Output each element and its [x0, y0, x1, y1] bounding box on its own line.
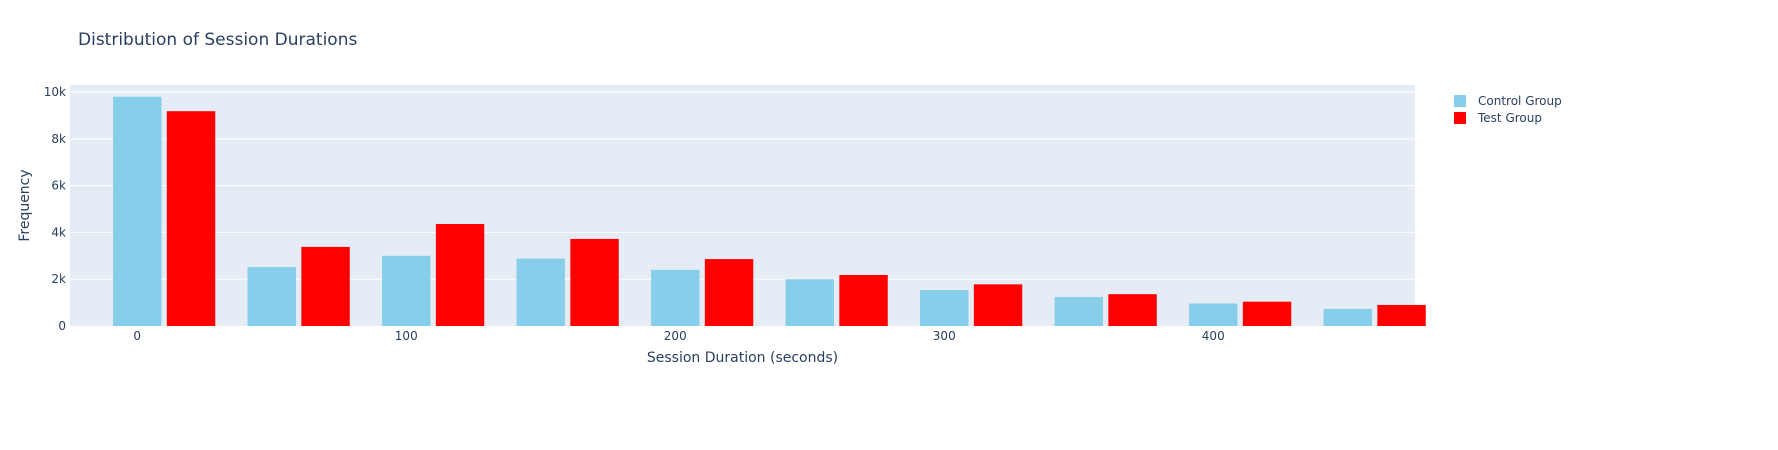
bar-test[interactable] [839, 274, 888, 326]
bar-test[interactable] [166, 111, 216, 326]
legend-label: Control Group [1478, 94, 1562, 108]
bar-test[interactable] [570, 238, 619, 326]
bar-test[interactable] [1377, 304, 1426, 326]
y-tick-label: 4k [51, 225, 66, 239]
x-tick-label: 400 [1202, 329, 1225, 343]
bar-control[interactable] [785, 279, 834, 326]
bars[interactable] [113, 96, 1426, 326]
x-tick-label: 0 [133, 329, 141, 343]
x-tick-label: 200 [664, 329, 687, 343]
y-tick-label: 6k [51, 179, 66, 193]
legend[interactable]: Control Group Test Group [1454, 94, 1562, 125]
y-tick-label: 10k [44, 85, 66, 99]
bar-control[interactable] [920, 289, 969, 326]
x-tick-label: 300 [933, 329, 956, 343]
bar-test[interactable] [435, 223, 485, 326]
bar-control[interactable] [1189, 303, 1238, 326]
bar-test[interactable] [973, 284, 1023, 326]
legend-swatch [1454, 112, 1466, 124]
bar-test[interactable] [704, 259, 754, 326]
legend-label: Test Group [1477, 111, 1542, 125]
x-axis-ticks: 0 100 200 300 400 [133, 329, 1224, 343]
chart-title: Distribution of Session Durations [78, 30, 357, 50]
bar-test[interactable] [1242, 301, 1292, 326]
bar-control[interactable] [382, 255, 431, 326]
bar-control[interactable] [113, 96, 162, 326]
bar-control[interactable] [1323, 308, 1372, 326]
bar-control[interactable] [247, 267, 296, 326]
y-tick-label: 2k [51, 272, 66, 286]
y-tick-label: 0 [58, 319, 66, 333]
y-axis-title: Frequency [17, 169, 33, 241]
bar-test[interactable] [1108, 294, 1157, 326]
legend-item-control[interactable]: Control Group [1454, 94, 1562, 108]
legend-item-test[interactable]: Test Group [1454, 111, 1542, 125]
bar-control[interactable] [1054, 296, 1103, 326]
x-tick-label: 100 [395, 329, 418, 343]
bar-control[interactable] [651, 269, 700, 326]
bar-control[interactable] [516, 258, 565, 326]
x-axis-title: Session Duration (seconds) [647, 350, 838, 366]
legend-swatch [1454, 95, 1466, 107]
y-tick-label: 8k [51, 132, 66, 146]
y-axis-ticks: 0 2k 4k 6k 8k 10k [44, 85, 66, 333]
bar-test[interactable] [301, 246, 350, 326]
